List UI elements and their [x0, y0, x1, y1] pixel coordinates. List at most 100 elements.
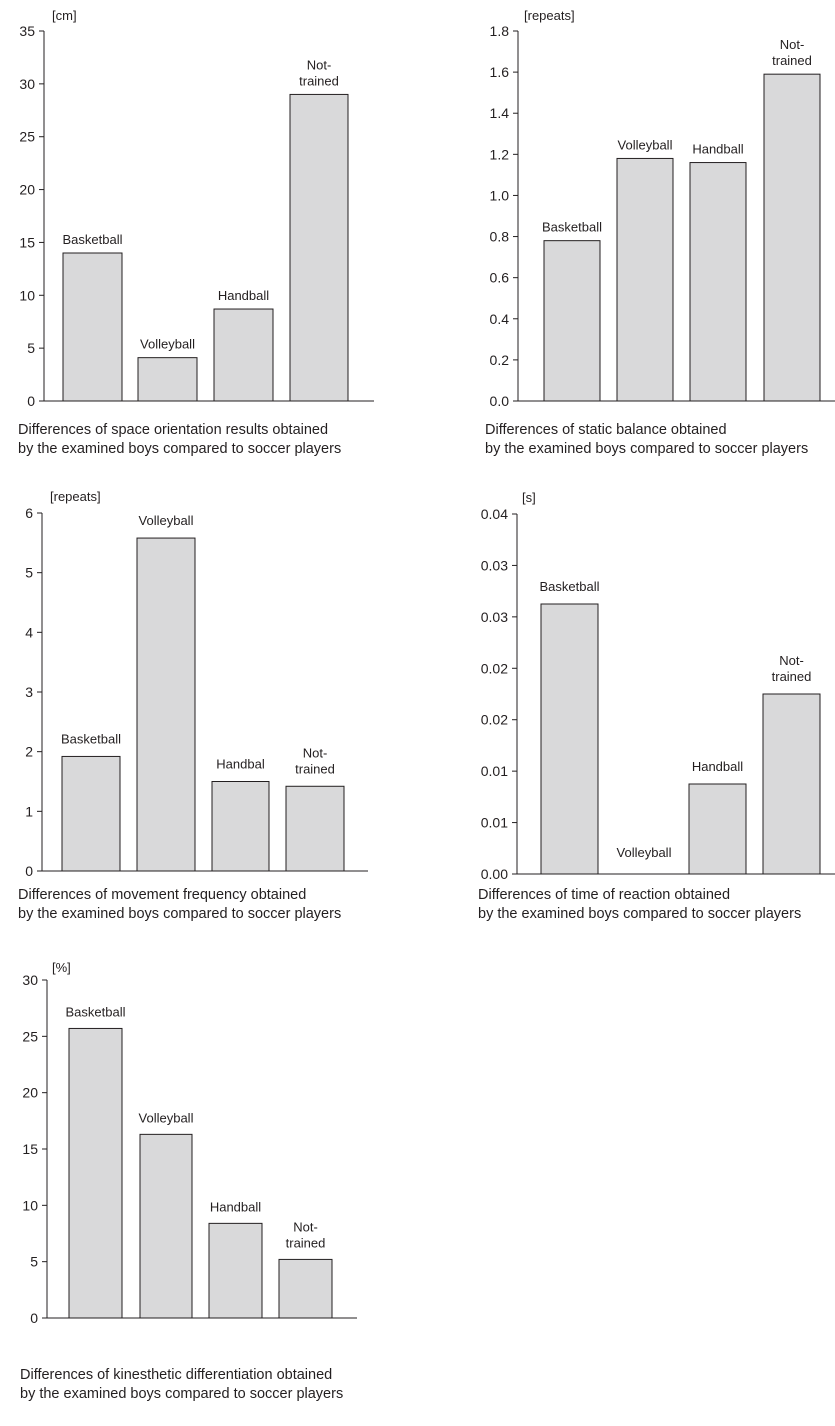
category-label: Volleyball: [618, 137, 673, 152]
category-label: Handbal: [216, 757, 265, 772]
bar-not-trained: [289, 93, 349, 402]
category-label: Basketball: [540, 579, 600, 594]
y-tick-label: 1.8: [490, 23, 510, 39]
y-tick-label: 1.6: [490, 64, 510, 80]
bar-handball: [208, 1222, 263, 1319]
chart-caption: Differences of movement frequency obtain…: [18, 886, 341, 924]
bar-not-trained: [285, 785, 345, 872]
y-tick-label: 0.03: [481, 557, 508, 573]
y-tick-label: 1: [25, 803, 33, 819]
y-axis-unit: [repeats]: [524, 8, 575, 23]
chart-plot: 0 5 10 15 20 25 30 [%] Basketball Volleyball Handb…: [22, 960, 357, 1326]
y-tick-label: 5: [25, 565, 33, 581]
y-tick-label: 4: [25, 624, 33, 640]
caption-line-2: by the examined boys compared to soccer …: [478, 906, 802, 922]
category-label: Basketball: [61, 731, 121, 746]
y-tick-label: 0.01: [481, 815, 508, 831]
caption-line-2: by the examined boys compared to soccer …: [18, 906, 342, 922]
chart-plot: 0 1 2 3 4 5 6 [repeats] Basketball Volleyball Hand…: [25, 489, 368, 879]
caption-line-1: Differences of time of reaction obtained: [478, 887, 731, 903]
bar-handbal: [211, 781, 270, 872]
bar-volleyball: [139, 1133, 193, 1319]
y-axis-unit: [%]: [52, 960, 71, 975]
y-tick-label: 0.02: [481, 712, 508, 728]
caption-line-2: by the examined boys compared to soccer …: [485, 441, 809, 457]
category-label: Handball: [210, 1199, 261, 1214]
y-tick-label: 10: [19, 287, 35, 303]
category-label: Not-trained: [299, 57, 339, 88]
chart-plot: 0 5 10 15 20 25 30 35 [cm] Basketball Volleyball Ha…: [19, 8, 374, 409]
chart-caption: Differences of static balance obtained b…: [485, 421, 808, 459]
y-tick-label: 0.8: [490, 229, 510, 245]
bar-basketball: [61, 755, 121, 872]
y-tick-label: 0.0: [490, 393, 510, 409]
caption-line-1: Differences of space orientation results…: [18, 422, 329, 438]
category-label: Not-trained: [286, 1219, 326, 1250]
y-axis-unit: [s]: [522, 490, 536, 505]
y-tick-label: 15: [22, 1141, 38, 1157]
category-label: Handball: [218, 288, 269, 303]
bar-not-trained: [762, 693, 821, 875]
caption-line-1: Differences of static balance obtained: [485, 422, 727, 438]
caption-line-2: by the examined boys compared to soccer …: [18, 441, 342, 457]
caption-line-1: Differences of movement frequency obtain…: [18, 887, 307, 903]
category-label: Volleyball: [140, 337, 195, 352]
y-tick-label: 0.04: [481, 506, 508, 522]
y-tick-label: 0.2: [490, 352, 510, 368]
bar-handball: [688, 783, 747, 875]
chart-plot: 0.0 0.2 0.4 0.6 0.8 1.0 1.2 1.4 1.6 1.8 [repeats] B…: [490, 8, 835, 409]
chart-plot: 0.00 0.01 0.01 0.02 0.02 0.03 0.03 0.04 [s] Baske…: [481, 490, 835, 882]
bar-not-trained: [278, 1258, 333, 1319]
y-tick-label: 0.03: [481, 609, 508, 625]
bar-handball: [213, 308, 274, 402]
y-tick-label: 0.02: [481, 660, 508, 676]
bar-volleyball: [137, 357, 198, 402]
y-tick-label: 25: [22, 1028, 38, 1044]
category-label: Not-trained: [772, 37, 812, 68]
y-tick-label: 35: [19, 23, 35, 39]
category-label: Basketball: [66, 1004, 126, 1019]
y-tick-label: 0: [27, 393, 35, 409]
bar-basketball: [68, 1027, 123, 1319]
y-tick-label: 0: [30, 1310, 38, 1326]
category-label: Basketball: [542, 220, 602, 235]
chart-caption: Differences of kinesthetic differentiati…: [20, 1366, 343, 1404]
y-axis-unit: [repeats]: [50, 489, 101, 504]
chart-caption: Differences of time of reaction obtained…: [478, 886, 801, 924]
category-label: Handball: [692, 142, 743, 157]
caption-line-2: by the examined boys compared to soccer …: [20, 1386, 344, 1402]
bar-volleyball: [136, 537, 196, 872]
bar-basketball: [543, 240, 601, 402]
y-tick-label: 1.2: [490, 146, 510, 162]
chart-reaction-time: 0.00 0.01 0.01 0.02 0.02 0.03 0.03 0.04 [s] Baske…: [440, 480, 835, 950]
y-tick-label: 6: [25, 505, 33, 521]
y-tick-label: 5: [27, 340, 35, 356]
category-label: Volleyball: [139, 513, 194, 528]
y-tick-label: 20: [22, 1085, 38, 1101]
category-label: Volleyball: [139, 1110, 194, 1125]
category-label: Not-trained: [295, 745, 335, 776]
chart-space-orientation: 0 5 10 15 20 25 30 35 [cm] Basketball Volleyball Ha…: [0, 0, 400, 480]
bar-handball: [689, 162, 747, 402]
bar-basketball: [540, 603, 599, 875]
bar-basketball: [62, 252, 123, 402]
y-tick-label: 30: [19, 76, 35, 92]
y-tick-label: 0.6: [490, 270, 510, 286]
y-tick-label: 20: [19, 182, 35, 198]
y-tick-label: 2: [25, 744, 33, 760]
y-tick-label: 25: [19, 129, 35, 145]
category-label: Not-trained: [772, 653, 812, 684]
y-tick-label: 0: [25, 863, 33, 879]
y-tick-label: 10: [22, 1197, 38, 1213]
caption-line-1: Differences of kinesthetic differentiati…: [20, 1367, 333, 1383]
y-tick-label: 0.4: [490, 311, 510, 327]
chart-caption: Differences of space orientation results…: [18, 421, 341, 459]
chart-movement-frequency: 0 1 2 3 4 5 6 [repeats] Basketball Volleyball Hand…: [0, 480, 400, 950]
y-tick-label: 15: [19, 234, 35, 250]
chart-kinesthetic-differentiation: 0 5 10 15 20 25 30 [%] Basketball Volleyball Handb…: [0, 950, 400, 1426]
y-tick-label: 1.4: [490, 105, 510, 121]
category-label: Basketball: [63, 232, 123, 247]
y-tick-label: 1.0: [490, 187, 510, 203]
y-tick-label: 5: [30, 1254, 38, 1270]
category-label: Volleyball: [617, 845, 672, 860]
